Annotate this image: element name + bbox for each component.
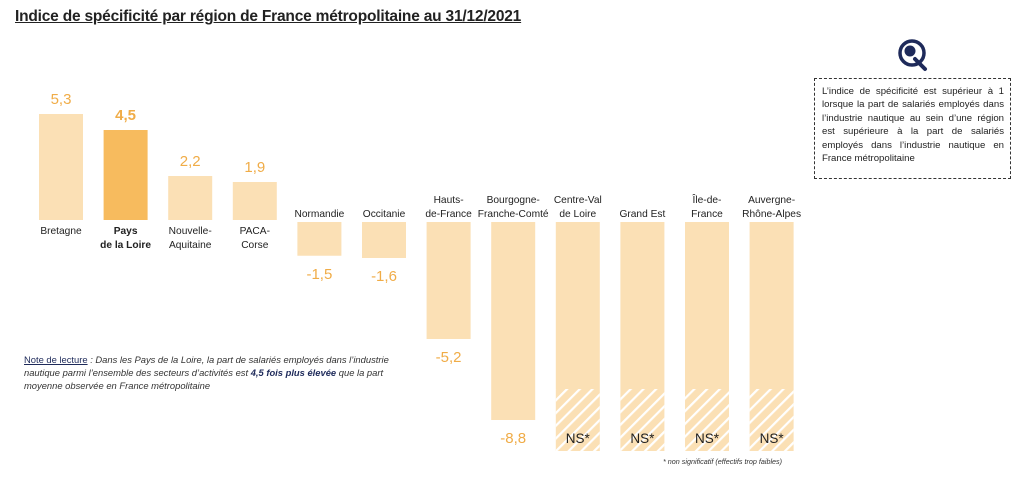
- value-label-6: -5,2: [436, 349, 462, 366]
- value-label-5: -1,6: [371, 268, 397, 285]
- ns-hatch-9: [620, 389, 665, 451]
- value-label-8: NS*: [566, 431, 591, 446]
- category-label-7-0: Bourgogne-: [487, 195, 540, 206]
- ns-hatch-11: [749, 389, 794, 451]
- footnote: * non significatif (effectifs trop faibl…: [663, 457, 783, 466]
- value-label-9: NS*: [630, 431, 655, 446]
- category-label-10-1: France: [691, 209, 723, 220]
- value-label-0: 5,3: [51, 91, 72, 108]
- category-label-11-1: Rhône-Alpes: [742, 209, 801, 220]
- bar-2: [168, 176, 213, 220]
- category-label-6-1: de-France: [425, 209, 472, 220]
- search-magnifier-logo-icon: [895, 38, 931, 74]
- category-label-5-0: Occitanie: [363, 209, 406, 220]
- category-label-2-0: Nouvelle-: [169, 226, 212, 237]
- bar-3: [232, 182, 277, 220]
- ns-hatch-10: [685, 389, 729, 451]
- category-label-3-0: PACA-: [240, 226, 270, 237]
- category-label-9-0: Grand Est: [619, 209, 665, 220]
- value-label-2: 2,2: [180, 153, 201, 170]
- bar-5: [362, 222, 406, 258]
- reading-note-emphasis: 4,5 fois plus élevée: [250, 367, 337, 378]
- value-label-7: -8,8: [500, 430, 526, 447]
- chart-title: Indice de spécificité par région de Fran…: [15, 8, 522, 25]
- category-label-7-1: Franche-Comté: [478, 209, 549, 220]
- category-label-0-0: Bretagne: [40, 226, 82, 237]
- category-label-2-1: Aquitaine: [169, 240, 212, 251]
- bar-0: [39, 114, 83, 220]
- bar-4: [297, 222, 342, 256]
- category-label-3-1: Corse: [241, 240, 269, 251]
- category-label-8-0: Centre-Val: [554, 195, 602, 206]
- category-label-4-0: Normandie: [294, 209, 344, 220]
- bar-6: [426, 222, 471, 339]
- value-label-3: 1,9: [244, 159, 265, 176]
- bar-1: [103, 130, 148, 220]
- value-label-10: NS*: [695, 431, 720, 446]
- ns-hatch-8: [555, 389, 600, 451]
- reading-note-text-2: que la part moyenne observée en France m…: [24, 367, 384, 391]
- category-label-1-0: Pays: [114, 226, 138, 237]
- reading-note-label: Note de lecture: [24, 354, 88, 365]
- value-label-4: -1,5: [306, 266, 332, 283]
- definition-box: L’indice de spécificité est supérieur à …: [814, 78, 1011, 179]
- bar-7: [491, 222, 536, 420]
- reading-note-text-1: : Dans les Pays de la Loire, la part de …: [24, 354, 389, 378]
- category-label-8-1: de Loire: [559, 209, 596, 220]
- category-label-6-0: Hauts-: [434, 195, 464, 206]
- category-label-11-0: Auvergne-: [748, 195, 795, 206]
- value-label-11: NS*: [760, 431, 785, 446]
- value-label-1: 4,5: [115, 107, 136, 124]
- reading-note: Note de lecture : Dans les Pays de la Lo…: [24, 353, 424, 392]
- category-label-1-1: de la Loire: [100, 240, 151, 251]
- category-label-10-0: Île-de-: [692, 193, 722, 206]
